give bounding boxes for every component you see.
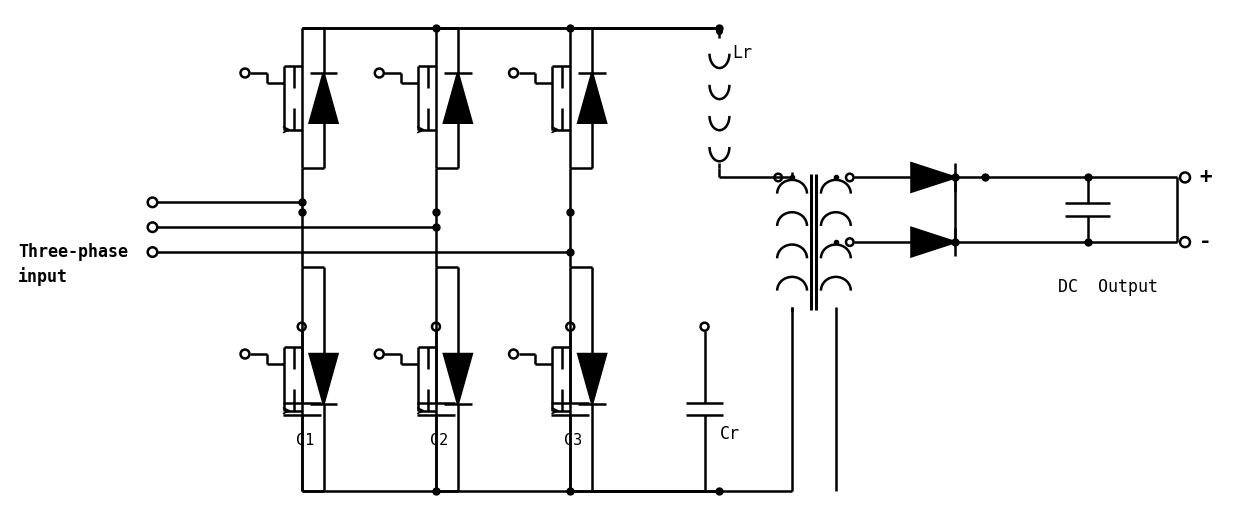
Text: Lr: Lr bbox=[733, 44, 753, 62]
Polygon shape bbox=[444, 73, 471, 123]
Text: C2: C2 bbox=[430, 433, 448, 448]
Polygon shape bbox=[911, 163, 955, 192]
Polygon shape bbox=[310, 73, 337, 123]
Text: C3: C3 bbox=[564, 433, 583, 448]
Polygon shape bbox=[578, 73, 606, 123]
Text: Three-phase: Three-phase bbox=[19, 243, 128, 261]
Text: -: - bbox=[1199, 232, 1211, 252]
Polygon shape bbox=[444, 354, 471, 404]
Text: DC  Output: DC Output bbox=[1058, 278, 1158, 296]
Polygon shape bbox=[310, 354, 337, 404]
Text: input: input bbox=[19, 267, 68, 286]
Polygon shape bbox=[578, 354, 606, 404]
Text: +: + bbox=[1199, 168, 1211, 188]
Polygon shape bbox=[911, 228, 955, 256]
Text: Cr: Cr bbox=[719, 425, 739, 443]
Text: C1: C1 bbox=[295, 433, 314, 448]
